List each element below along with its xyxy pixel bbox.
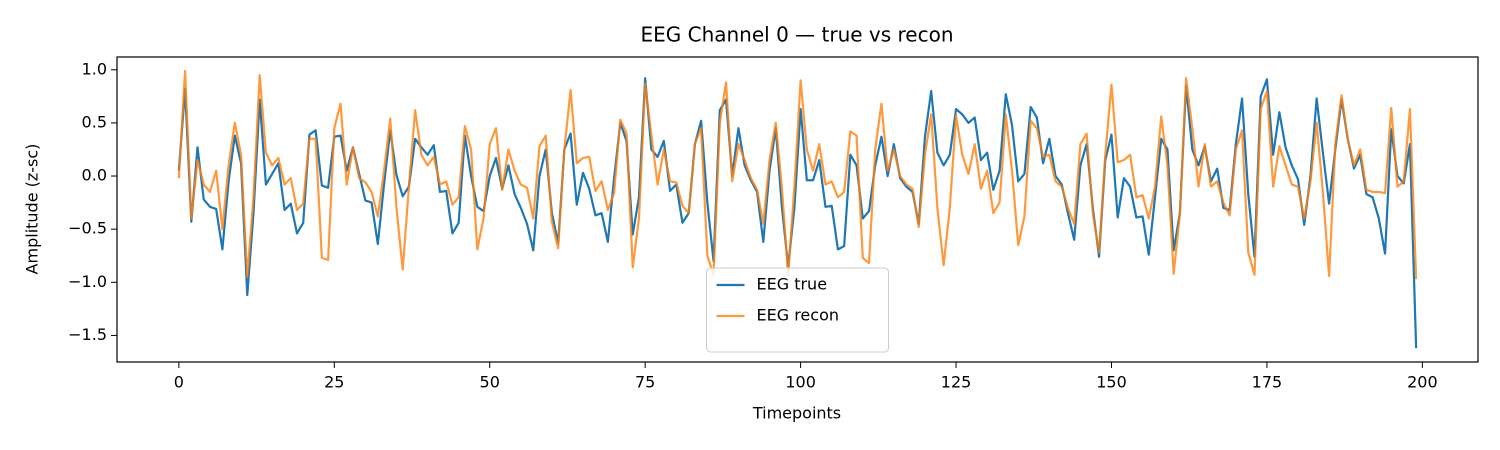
legend-box: [706, 267, 889, 353]
x-tick-label: 75: [635, 373, 655, 392]
legend-label: EEG recon: [757, 306, 840, 325]
y-axis-label: Amplitude (z-sc): [23, 144, 42, 275]
y-tick-label: 1.0: [82, 59, 107, 78]
legend-label: EEG true: [757, 275, 828, 294]
y-tick-label: 0.0: [82, 166, 107, 185]
y-tick-label: −0.5: [68, 219, 107, 238]
x-tick-label: 150: [1096, 373, 1127, 392]
x-tick-label: 125: [941, 373, 972, 392]
x-tick-label: 0: [174, 373, 184, 392]
x-tick-label: 200: [1407, 373, 1438, 392]
plot-frame: [116, 56, 1479, 363]
chart-title: EEG Channel 0 — true vs recon: [640, 23, 953, 47]
x-tick-label: 50: [480, 373, 500, 392]
x-tick-label: 100: [785, 373, 816, 392]
y-tick-label: −1.0: [68, 272, 107, 291]
series-line: [177, 69, 1418, 280]
x-tick-label: 25: [324, 373, 344, 392]
y-tick-label: −1.5: [68, 325, 107, 344]
y-tick-label: 0.5: [82, 112, 107, 131]
x-axis-label: Timepoints: [752, 404, 841, 423]
x-tick-label: 175: [1252, 373, 1283, 392]
